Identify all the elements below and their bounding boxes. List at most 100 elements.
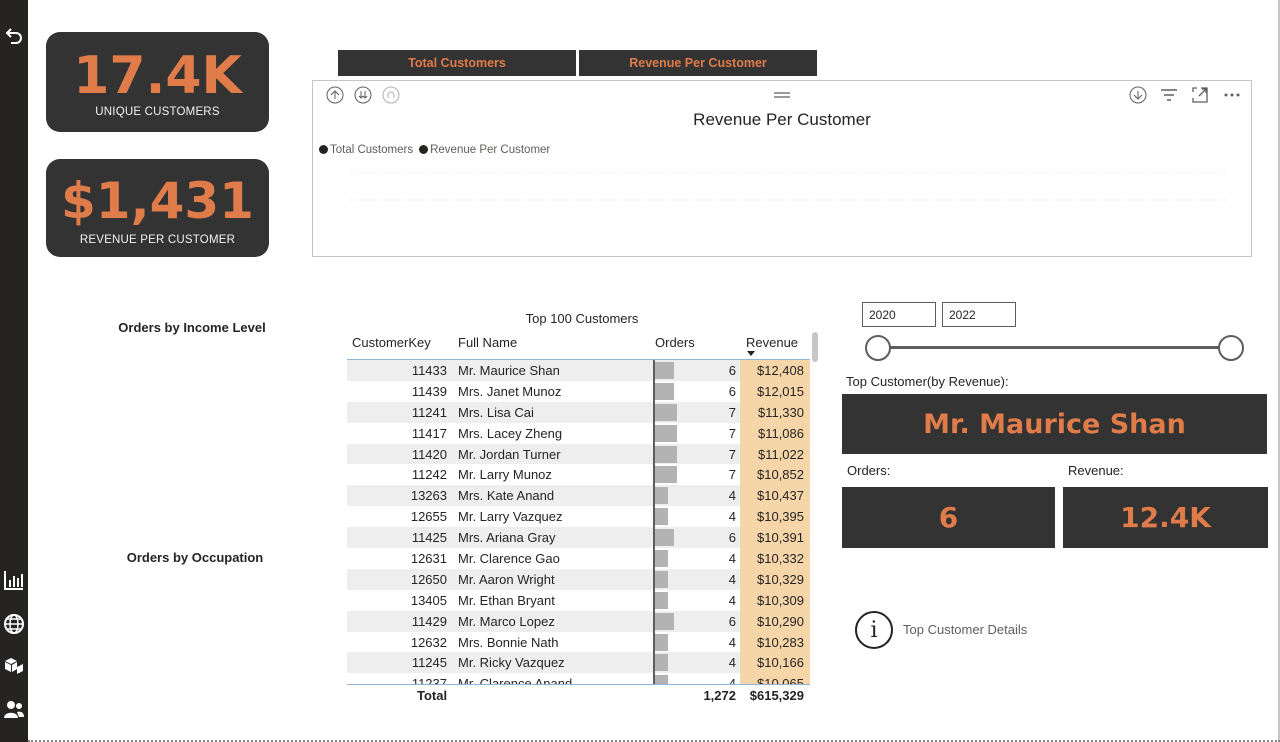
focus-mode-icon[interactable]	[1190, 85, 1210, 105]
donut-occupation-title: Orders by Occupation	[126, 550, 264, 565]
year-slider-track[interactable]	[878, 346, 1232, 349]
table-row[interactable]: 11439 Mrs. Janet Munoz 6 $12,015	[347, 380, 810, 402]
cell-revenue: $10,283	[757, 634, 804, 650]
table-row[interactable]: 11245 Mr. Ricky Vazquez 4 $10,166	[347, 652, 810, 674]
drill-up-icon[interactable]	[325, 85, 345, 105]
table-row[interactable]: 11420 Mr. Jordan Turner 7 $11,022	[347, 443, 810, 465]
cell-customerkey: 11425	[411, 530, 447, 546]
cell-customerkey: 12631	[410, 551, 447, 567]
table-title: Top 100 Customers	[525, 311, 639, 326]
cell-orders: 4	[728, 488, 736, 504]
cell-full-name: Mr. Aaron Wright	[458, 571, 555, 587]
page-border	[1278, 0, 1280, 742]
year-slider-start-handle[interactable]	[865, 335, 891, 361]
orders-data-bar	[655, 529, 674, 547]
table-header: CustomerKey Full Name Orders Revenue	[347, 332, 810, 360]
info-label[interactable]: Top Customer Details	[903, 622, 1028, 637]
table-row[interactable]: 11425 Mrs. Ariana Gray 6 $10,391	[347, 527, 810, 549]
chart-title: Revenue Per Customer	[693, 110, 871, 129]
more-options-icon[interactable]	[1222, 85, 1242, 105]
col-header-full-name[interactable]: Full Name	[458, 335, 518, 350]
cell-revenue: $10,166	[757, 655, 804, 671]
info-icon[interactable]: i	[855, 611, 893, 649]
cell-orders: 4	[728, 571, 736, 587]
cell-full-name: Mr. Marco Lopez	[458, 613, 555, 629]
col-header-orders[interactable]: Orders	[655, 335, 695, 350]
kpi-unique-customers: 17.4K UNIQUE CUSTOMERS	[46, 32, 269, 132]
tab-revenue-per-customer[interactable]: Revenue Per Customer	[579, 50, 817, 76]
table-row[interactable]: 11429 Mr. Marco Lopez 6 $10,290	[347, 610, 810, 632]
page-divider	[28, 740, 1280, 742]
orders-data-bar	[655, 570, 668, 588]
table-body: 11433 Mr. Maurice Shan 6 $12,408 11439 Mrs. J…	[347, 360, 810, 685]
cell-revenue: $10,065	[757, 676, 804, 685]
back-icon[interactable]	[2, 24, 26, 48]
cell-customerkey: 12632	[410, 634, 447, 650]
table-scrollbar[interactable]	[812, 332, 818, 362]
legend-item-revenue-per-customer[interactable]: Revenue Per Customer	[419, 144, 550, 156]
cell-customerkey: 12655	[410, 509, 447, 525]
drill-down-icon[interactable]	[1128, 85, 1148, 105]
cell-revenue: $10,395	[757, 509, 804, 525]
cell-revenue-bg: $10,391	[740, 527, 810, 549]
bar-chart-icon[interactable]	[2, 568, 26, 592]
cell-full-name: Mrs. Kate Anand	[458, 488, 555, 504]
cell-revenue-bg: $10,437	[740, 485, 810, 507]
cell-revenue-bg: $12,408	[740, 360, 810, 381]
table-row[interactable]: 13405 Mr. Ethan Bryant 4 $10,309	[347, 589, 810, 611]
tab-total-customers[interactable]: Total Customers	[338, 50, 576, 76]
globe-icon[interactable]	[2, 612, 26, 636]
cell-revenue: $12,408	[757, 363, 804, 378]
cell-revenue-bg: $10,309	[740, 589, 810, 611]
top-customer-orders-card: 6	[842, 487, 1055, 548]
people-icon[interactable]	[2, 697, 26, 721]
table-row[interactable]: 12650 Mr. Aaron Wright 4 $10,329	[347, 568, 810, 590]
table-row[interactable]: 11242 Mr. Larry Munoz 7 $10,852	[347, 464, 810, 486]
cell-revenue: $10,290	[757, 613, 804, 629]
cell-revenue-bg: $10,065	[740, 673, 810, 685]
cell-customerkey: 11241	[411, 404, 447, 420]
col-header-revenue[interactable]: Revenue	[746, 335, 799, 350]
year-slider-end-handle[interactable]	[1218, 335, 1244, 361]
table-row[interactable]: 11241 Mrs. Lisa Cai 7 $11,330	[347, 401, 810, 423]
table-row[interactable]: 13263 Mrs. Kate Anand 4 $10,437	[347, 485, 810, 507]
cell-full-name: Mr. Ethan Bryant	[458, 592, 555, 608]
table-total-row: Total 1,272 $615,329	[347, 685, 810, 707]
col-header-customerkey[interactable]: CustomerKey	[352, 335, 431, 350]
table-row[interactable]: 11417 Mrs. Lacey Zheng 7 $11,086	[347, 422, 810, 444]
table-row[interactable]: 11237 Mr. Clarence Anand 4 $10,065	[347, 673, 810, 685]
year-from-input[interactable]: 2020	[862, 302, 936, 327]
line-chart-visual: Revenue Per Customer Total Customers Rev…	[312, 80, 1252, 257]
table-row[interactable]: 12631 Mr. Clarence Gao 4 $10,332	[347, 548, 810, 569]
cell-customerkey: 11242	[411, 467, 447, 483]
drill-down-mode-icon[interactable]	[381, 85, 401, 105]
cell-customerkey: 11439	[411, 383, 447, 399]
cell-revenue: $10,391	[757, 530, 804, 546]
filter-icon[interactable]	[1159, 85, 1179, 105]
expand-all-icon[interactable]	[353, 85, 373, 105]
cell-orders: 6	[728, 613, 736, 629]
kpi-label: UNIQUE CUSTOMERS	[95, 106, 220, 118]
kpi-value: $1,431	[61, 172, 254, 230]
cell-full-name: Mrs. Lisa Cai	[458, 404, 534, 420]
cell-customerkey: 11420	[411, 446, 447, 462]
boxes-icon[interactable]	[2, 654, 26, 678]
cell-customerkey: 11417	[411, 425, 447, 441]
cell-full-name: Mr. Clarence Gao	[458, 551, 560, 567]
cell-revenue: $12,015	[757, 383, 804, 399]
table-row[interactable]: 11433 Mr. Maurice Shan 6 $12,408	[347, 360, 810, 381]
year-to-input[interactable]: 2022	[942, 302, 1016, 327]
drag-handle-icon[interactable]	[772, 85, 792, 105]
orders-data-bar	[655, 382, 674, 400]
cell-orders: 4	[728, 509, 736, 525]
cell-customerkey: 11245	[411, 655, 447, 671]
cell-orders: 7	[728, 404, 736, 420]
table-row[interactable]: 12655 Mr. Larry Vazquez 4 $10,395	[347, 506, 810, 528]
kpi-revenue-per-customer: $1,431 REVENUE PER CUSTOMER	[46, 159, 269, 257]
table-row[interactable]: 12632 Mrs. Bonnie Nath 4 $10,283	[347, 631, 810, 653]
cell-orders: 4	[728, 551, 736, 567]
cell-customerkey: 11429	[411, 613, 447, 629]
legend-item-total-customers[interactable]: Total Customers	[319, 144, 413, 156]
sidebar	[0, 0, 28, 742]
legend-label: Total Customers	[330, 144, 414, 156]
